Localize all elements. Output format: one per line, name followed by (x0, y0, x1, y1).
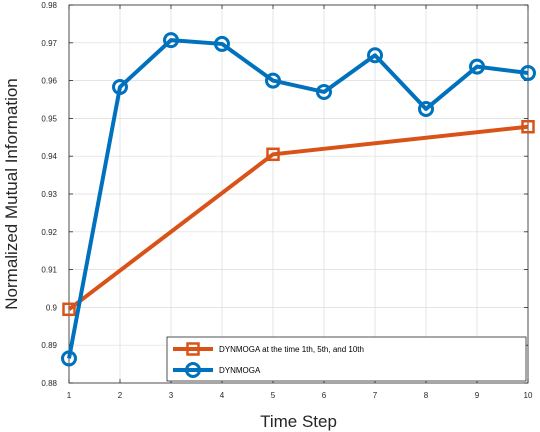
legend: DYNMOGA at the time 1th, 5th, and 10th D… (166, 336, 527, 382)
y-tick-label: 0.88 (41, 379, 57, 388)
series-layer (61, 32, 536, 367)
y-tick-label: 0.98 (41, 1, 57, 10)
y-tick-label: 0.94 (41, 152, 57, 161)
circle-marker (367, 47, 383, 64)
square-marker (266, 147, 280, 162)
x-axis-title: Time Step (260, 412, 337, 431)
x-tick-label: 1 (67, 391, 72, 400)
square-marker (521, 119, 535, 134)
x-tick-label: 2 (118, 391, 123, 400)
y-tick-label: 0.89 (41, 341, 57, 350)
y-axis-title: Normalized Mutual Information (2, 78, 21, 309)
circle-marker (469, 58, 485, 75)
x-tick-label: 8 (424, 391, 429, 400)
legend-label-dynmoga-partial: DYNMOGA at the time 1th, 5th, and 10th (219, 345, 364, 354)
circle-marker (61, 350, 77, 367)
y-tick-label: 0.95 (41, 114, 57, 123)
y-tick-label: 0.93 (41, 190, 57, 199)
y-tick-label: 0.91 (41, 266, 57, 275)
circle-marker (214, 35, 230, 52)
series-dynmoga-partial (62, 119, 535, 317)
x-tick-label: 10 (524, 391, 533, 400)
circle-marker (418, 100, 434, 117)
circle-marker (163, 32, 179, 49)
y-tick-label: 0.92 (41, 228, 57, 237)
x-tick-label: 4 (220, 391, 225, 400)
series-line (67, 38, 529, 359)
y-axis-ticks: 0.88 0.89 0.9 0.91 0.92 0.93 0.94 0.95 0.96 0.97 0… (41, 1, 528, 388)
grid-lines (68, 4, 529, 384)
legend-entry-dynmoga-partial: DYNMOGA at the time 1th, 5th, and 10th (173, 342, 364, 356)
x-tick-label: 7 (373, 391, 378, 400)
legend-circle-marker (185, 362, 201, 378)
circle-marker (112, 79, 128, 96)
circle-marker (316, 83, 332, 100)
y-tick-label: 0.97 (41, 39, 57, 48)
x-tick-label: 9 (475, 391, 480, 400)
series-dynmoga (61, 32, 536, 367)
y-tick-label: 0.9 (46, 303, 58, 312)
circle-marker (265, 72, 281, 89)
legend-box (166, 336, 527, 382)
circle-marker (520, 65, 536, 82)
legend-label-dynmoga: DYNMOGA (219, 366, 261, 375)
legend-entry-dynmoga: DYNMOGA (173, 362, 261, 378)
square-marker (62, 302, 76, 317)
x-axis-ticks: 1 2 3 4 5 6 7 8 9 10 (67, 5, 533, 400)
x-tick-label: 3 (169, 391, 174, 400)
legend-square-marker (186, 342, 200, 356)
x-tick-label: 6 (322, 391, 327, 400)
series-line (67, 124, 529, 311)
x-tick-label: 5 (271, 391, 276, 400)
y-tick-label: 0.96 (41, 77, 57, 86)
